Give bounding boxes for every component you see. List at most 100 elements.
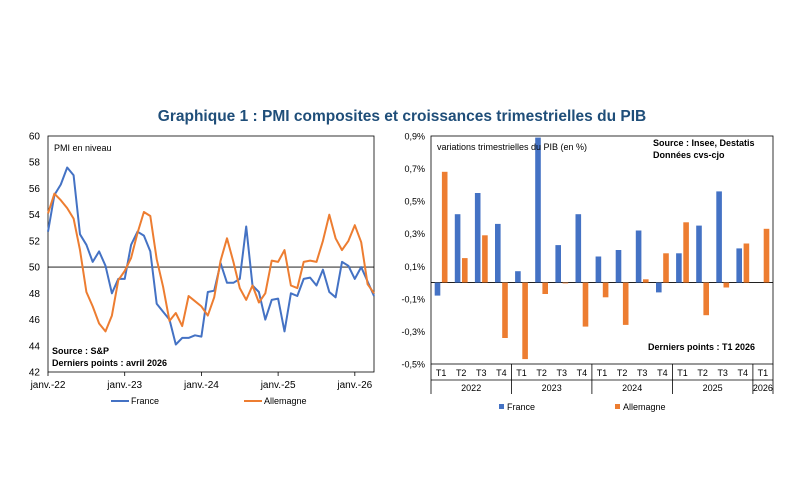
legend-gdp-france-label: France (507, 402, 535, 412)
gdp-quarter-label: T4 (657, 368, 668, 378)
pmi-y-tick-label: 46 (29, 315, 41, 326)
pmi-x-axis: janv.-22 janv.-23 janv.-24 janv.-25 janv.-26 (30, 372, 373, 391)
gdp-y-tick-label: 0,9% (404, 132, 425, 142)
gdp-y-tick-label: -0,3% (401, 327, 425, 337)
gdp-bar-allemagne (663, 253, 669, 283)
gdp-bar-france (434, 282, 441, 296)
gdp-last-point: Derniers points : T1 2026 (648, 342, 755, 352)
legend-gdp-allemagne-swatch (615, 404, 620, 409)
gdp-annotation-title: variations trimestrielles du PIB (en %) (437, 142, 587, 152)
pmi-annotation-title: PMI en niveau (54, 143, 112, 153)
gdp-bar-allemagne (602, 282, 609, 298)
gdp-quarter-label: T3 (476, 368, 487, 378)
pmi-y-tick-label: 58 (29, 158, 41, 169)
gdp-quarter-label: T1 (677, 368, 688, 378)
gdp-bar-france (615, 250, 622, 283)
gdp-bar-france (595, 256, 602, 283)
gdp-bar-allemagne (622, 282, 629, 325)
gdp-bar-allemagne (522, 282, 528, 360)
gdp-quarter-label: T1 (597, 368, 608, 378)
pmi-y-tick-label: 42 (29, 368, 41, 379)
pmi-last-point: Derniers points : avril 2026 (52, 358, 167, 368)
gdp-y-tick-label: 0,7% (404, 164, 425, 174)
gdp-quarter-label: T2 (697, 368, 708, 378)
pmi-y-tick-label: 54 (29, 210, 41, 221)
gdp-bar-france (696, 225, 702, 283)
gdp-bar-france (575, 214, 582, 283)
gdp-bar-allemagne (703, 282, 709, 316)
gdp-bar-allemagne (542, 282, 548, 294)
gdp-bar-france (736, 248, 742, 283)
gdp-bar-france (515, 271, 521, 283)
gdp-bar-france (656, 282, 662, 293)
gdp-quarter-label: T2 (536, 368, 547, 378)
gdp-bar-france (474, 193, 481, 283)
gdp-source-line-2: Données cvs-cjo (653, 150, 725, 160)
pmi-y-tick-label: 50 (29, 263, 41, 274)
gdp-bar-allemagne (643, 279, 649, 283)
gdp-bar-allemagne (582, 282, 589, 327)
gdp-year-label: 2023 (542, 383, 562, 393)
pmi-x-tick-label: janv.-22 (30, 380, 66, 391)
gdp-bar-france (555, 245, 561, 283)
gdp-year-label: 2022 (461, 383, 481, 393)
pmi-line-france (47, 166, 375, 346)
pmi-x-tick-label: janv.-23 (106, 380, 142, 391)
gdp-bar-france (635, 230, 642, 283)
gdp-y-tick-label: -0,5% (401, 360, 425, 370)
gdp-year-label: 2024 (622, 383, 642, 393)
gdp-quarter-label: T4 (738, 368, 749, 378)
gdp-quarter-label: T4 (577, 368, 588, 378)
gdp-x-axis: T1 T2 T3 T4 T1 T2 T3 T4 T1 T2 T3 T4 T1 T2 T3 T4 T1 2022 20… (430, 364, 774, 394)
gdp-bar-allemagne (462, 258, 468, 283)
gdp-bar-allemagne (723, 282, 730, 288)
legend-gdp-france-swatch (499, 404, 504, 409)
gdp-quarter-label: T1 (516, 368, 527, 378)
gdp-panel: -0,5% -0,3% -0,1% 0,1% 0,3% 0,5% 0,7% 0,9% T1 T2… (401, 132, 774, 412)
gdp-y-tick-label: 0,1% (404, 262, 425, 272)
gdp-bar-allemagne (763, 228, 770, 283)
pmi-source: Source : S&P (52, 346, 109, 356)
gdp-bar-allemagne (441, 171, 448, 283)
gdp-quarter-label: T1 (758, 368, 769, 378)
gdp-y-tick-label: 0,3% (404, 229, 425, 239)
legend-allemagne-label: Allemagne (264, 396, 307, 406)
gdp-quarter-label: T1 (436, 368, 447, 378)
gdp-quarter-label: T2 (456, 368, 467, 378)
pmi-plot-frame (47, 135, 375, 373)
gdp-year-label: 2026 (753, 383, 773, 393)
pmi-x-tick-label: janv.-25 (260, 380, 296, 391)
pmi-y-tick-label: 48 (29, 289, 41, 300)
gdp-y-tick-label: 0,5% (404, 197, 425, 207)
pmi-y-tick-label: 52 (29, 236, 41, 247)
pmi-x-tick-label: janv.-24 (183, 380, 219, 391)
gdp-bar-france (535, 137, 541, 283)
gdp-bar-france (676, 253, 682, 283)
pmi-series (47, 166, 375, 346)
gdp-bar-allemagne (502, 282, 508, 338)
gdp-bar-france (716, 191, 722, 283)
gdp-quarter-label: T3 (637, 368, 648, 378)
pmi-x-tick-label: janv.-26 (336, 380, 372, 391)
pmi-line-allemagne (47, 192, 375, 333)
gdp-bar-allemagne (743, 243, 750, 283)
gdp-bar-allemagne (482, 235, 488, 283)
chart-title: Graphique 1 : PMI composites et croissan… (157, 108, 647, 125)
gdp-bars (434, 137, 770, 360)
gdp-bar-france (454, 214, 461, 283)
pmi-y-tick-label: 56 (29, 184, 41, 195)
gdp-quarter-label: T3 (717, 368, 728, 378)
gdp-y-axis: -0,5% -0,3% -0,1% 0,1% 0,3% 0,5% 0,7% 0,9% (401, 132, 425, 370)
gdp-bar-allemagne (562, 282, 569, 284)
pmi-y-tick-label: 44 (29, 341, 41, 352)
gdp-source-line-1: Source : Insee, Destatis (653, 138, 755, 148)
pmi-y-axis: 42 44 46 48 50 52 54 56 58 60 (29, 132, 41, 379)
gdp-bar-allemagne (683, 222, 689, 283)
gdp-bar-france (495, 223, 501, 283)
gdp-year-label: 2025 (703, 383, 723, 393)
gdp-quarter-label: T3 (557, 368, 568, 378)
legend-gdp-allemagne-label: Allemagne (623, 402, 666, 412)
legend-france-label: France (131, 396, 159, 406)
